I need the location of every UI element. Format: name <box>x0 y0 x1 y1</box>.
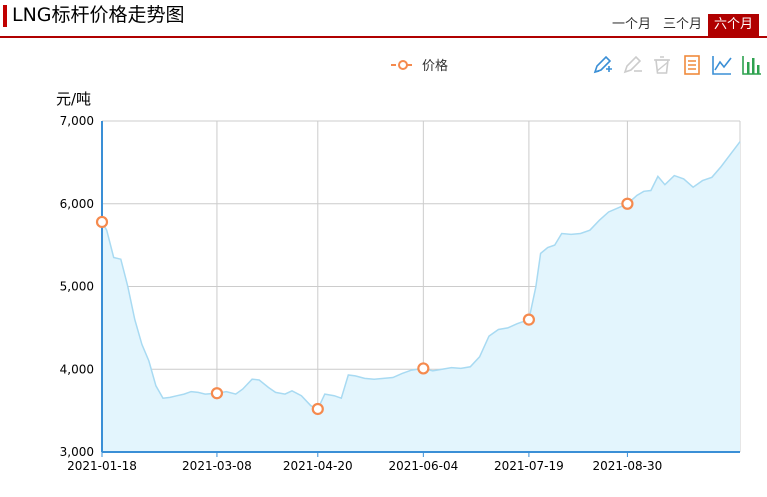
legend-series-name: 价格 <box>422 59 449 74</box>
data-point-marker <box>621 197 634 210</box>
y-tick-label: 7,000 <box>60 114 94 128</box>
x-tick-label: 2021-06-04 <box>388 459 458 473</box>
line-chart-icon[interactable] <box>711 54 733 76</box>
title-accent-bar <box>3 5 7 27</box>
data-point-marker <box>95 215 109 229</box>
tab-one-month[interactable]: 一个月 <box>611 17 651 32</box>
y-tick-label: 6,000 <box>60 197 94 211</box>
x-tick-label: 2021-04-20 <box>283 459 353 473</box>
mark-pen-icon[interactable] <box>591 54 613 76</box>
chart-toolbox <box>591 54 767 76</box>
chart-header: LNG标杆价格走势图 一个月 三个月 六个月 <box>0 0 767 38</box>
x-tick-label: 2021-03-08 <box>182 459 252 473</box>
x-tick-label: 2021-01-18 <box>67 459 137 473</box>
series-area <box>102 141 740 452</box>
range-tabs: 一个月 三个月 六个月 <box>606 14 759 36</box>
data-view-icon[interactable] <box>681 54 703 76</box>
data-point-marker <box>417 362 430 375</box>
bar-chart-icon[interactable] <box>741 54 763 76</box>
x-tick-label: 2021-07-19 <box>494 459 564 473</box>
chart-legend[interactable]: 价格 <box>390 55 448 74</box>
x-tick-label: 2021-08-30 <box>593 459 663 473</box>
data-point-marker <box>210 387 224 400</box>
y-tick-label: 5,000 <box>60 280 94 294</box>
header-divider <box>0 36 767 38</box>
tab-three-months[interactable]: 三个月 <box>662 17 702 32</box>
tab-six-months[interactable]: 六个月 <box>707 14 759 36</box>
y-axis-unit-label: 元/吨 <box>56 90 92 108</box>
erase-pen-icon[interactable] <box>621 54 643 76</box>
chart-title: LNG标杆价格走势图 <box>12 4 185 26</box>
data-point-marker <box>522 313 535 326</box>
y-tick-label: 3,000 <box>60 445 94 459</box>
y-tick-label: 4,000 <box>60 362 94 376</box>
clear-mark-icon[interactable] <box>651 54 673 76</box>
data-point-marker <box>311 402 324 416</box>
legend-marker-icon <box>391 59 415 70</box>
